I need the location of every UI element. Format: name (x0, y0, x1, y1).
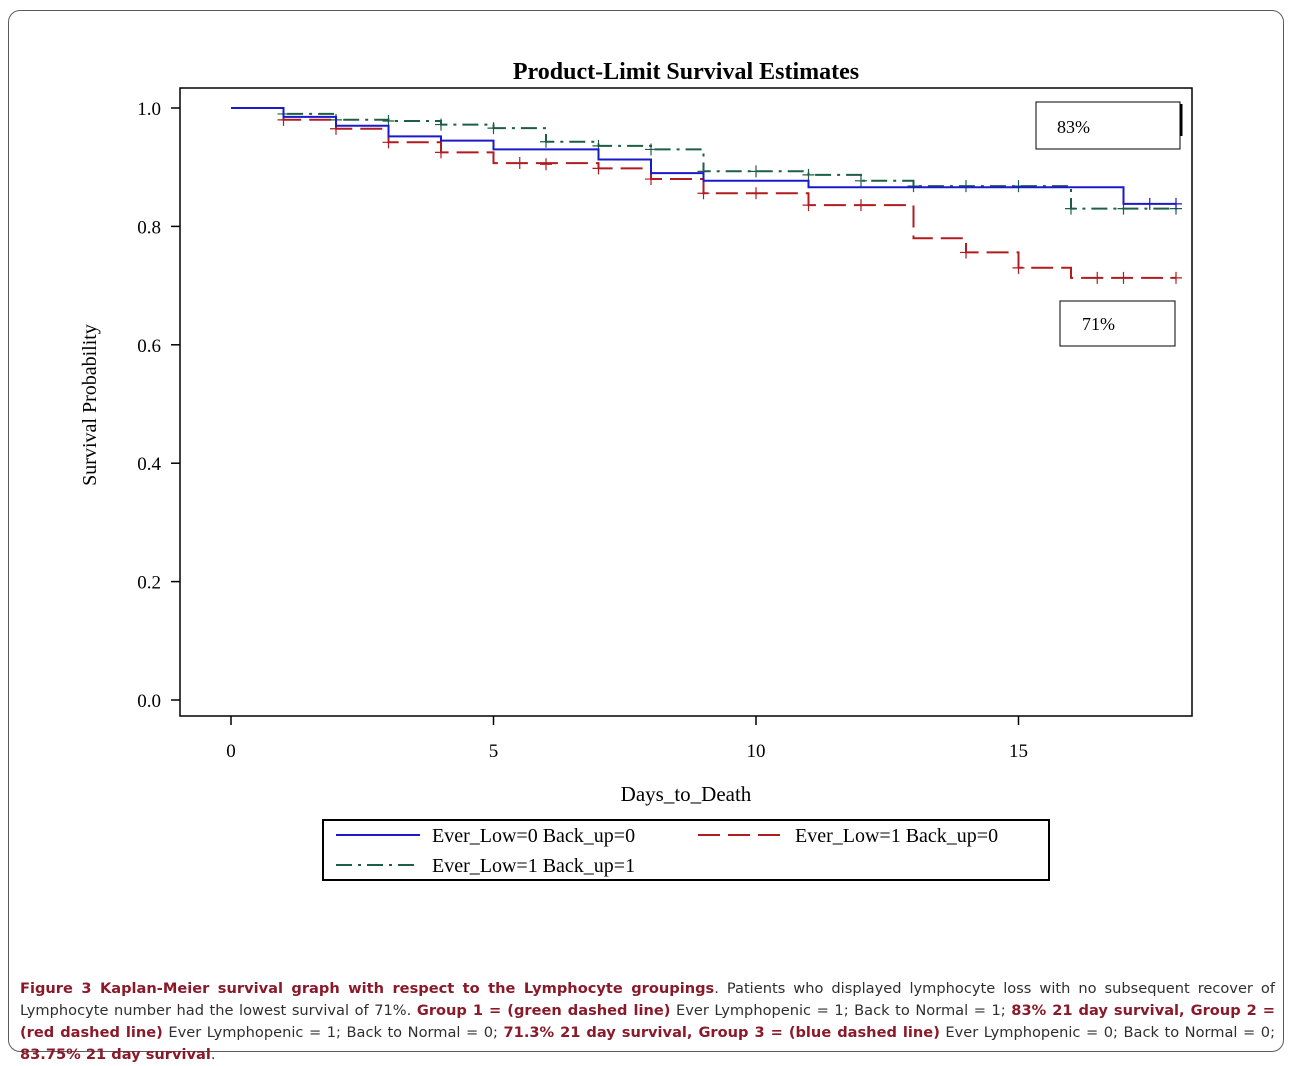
x-tick-label: 10 (747, 741, 766, 762)
y-axis: 0.0 0.2 0.4 0.6 0.8 1.0 (137, 99, 180, 712)
legend-label-series-3: Ever_Low=1 Back_up=1 (432, 855, 635, 877)
caption-bold-4: 83.75% 21 day survival (20, 1046, 211, 1063)
x-axis: 0 5 10 15 (226, 716, 1028, 762)
legend-box (322, 819, 1050, 881)
censor-mark-series-3 (802, 168, 815, 181)
survival-chart: Product-Limit Survival Estimates 0.00.20… (79, 59, 1193, 881)
annotation-box-83 (1035, 101, 1181, 150)
censor-mark-series-3 (960, 180, 972, 193)
censor-mark-series-2 (592, 162, 605, 175)
censor-mark-series-2 (435, 146, 447, 159)
y-tick-label: 0.8 (137, 217, 161, 238)
censor-mark-series-3 (1065, 202, 1077, 215)
y-tick-label: 1.0 (137, 99, 161, 120)
y-tick-label: 0.2 (137, 573, 161, 594)
censor-mark-series-2 (1170, 271, 1182, 284)
censor-mark-series-2 (540, 158, 552, 171)
y-tick-label: 0.4 (137, 454, 161, 475)
censor-mark-series-3 (645, 143, 657, 156)
censor-mark-series-2 (855, 199, 867, 212)
y-tick-label: 0.6 (137, 336, 161, 357)
censor-mark-series-3 (487, 122, 500, 135)
x-tick-label: 5 (489, 741, 499, 762)
chart-title: Product-Limit Survival Estimates (513, 59, 859, 85)
figure-caption: Figure 3 Kaplan-Meier survival graph wit… (20, 978, 1275, 1066)
caption-bold-2: 83% 21 day survival, Group 2 = (red dash… (20, 1002, 1276, 1041)
legend-label-series-1: Ever_Low=0 Back_up=0 (432, 825, 635, 847)
series-line-1 (231, 107, 1176, 205)
censor-mark-series-2 (1091, 271, 1104, 284)
censor-mark-series-2 (750, 187, 762, 200)
annotation-71: 71% (1082, 314, 1115, 334)
caption-bold-1: Group 1 = (green dashed line) (416, 1002, 671, 1019)
series-layer (231, 107, 1182, 284)
annotation-box-71 (1059, 300, 1176, 347)
x-tick-label: 0 (226, 741, 236, 762)
censor-mark-series-3 (750, 165, 762, 178)
caption-bold-3: 71.3% 21 day survival, Group 3 = (blue d… (503, 1024, 940, 1041)
caption-text-2: Ever Lymphopenic = 1; Back to Normal = 1… (670, 1002, 1012, 1019)
plot-frame (179, 87, 1193, 717)
caption-text-4: Ever Lymphopenic = 0; Back to Normal = 0… (939, 1024, 1275, 1041)
y-tick-label: 0.0 (137, 691, 161, 712)
censor-mark-series-2 (1012, 261, 1025, 274)
censor-mark-series-3 (540, 135, 552, 148)
x-axis-label: Days_to_Death (621, 782, 752, 806)
censor-mark-series-2 (645, 173, 657, 186)
annotation-83: 83% (1057, 117, 1090, 137)
legend: Ever_Low=0 Back_up=0 Ever_Low=1 Back_up=… (322, 819, 1050, 881)
legend-label-series-2: Ever_Low=1 Back_up=0 (795, 825, 998, 847)
y-axis-label: Survival Probability (79, 324, 101, 486)
censor-mark-series-2 (697, 187, 710, 200)
censor-mark-series-1 (1143, 197, 1156, 210)
censor-mark-series-2 (382, 136, 395, 149)
censor-mark-series-3 (435, 118, 447, 131)
censor-mark-series-2 (513, 157, 526, 170)
caption-text-1: . Patients who displayed lymphocyte loss… (20, 980, 1275, 1019)
caption-text-5: . (210, 1046, 216, 1063)
censor-mark-series-3 (855, 174, 867, 187)
censor-mark-series-2 (802, 199, 815, 212)
caption-text-3: Ever Lymphopenic = 1; Back to Normal = 0… (162, 1024, 504, 1041)
censor-mark-series-3 (907, 180, 920, 193)
figure-label: Figure 3 Kaplan-Meier survival graph wit… (20, 980, 715, 997)
censor-mark-series-2 (960, 246, 972, 259)
censor-mark-series-3 (1012, 180, 1025, 193)
censor-mark-series-1 (1170, 197, 1182, 210)
censor-mark-series-2 (1117, 271, 1130, 284)
x-tick-label: 15 (1009, 741, 1028, 762)
